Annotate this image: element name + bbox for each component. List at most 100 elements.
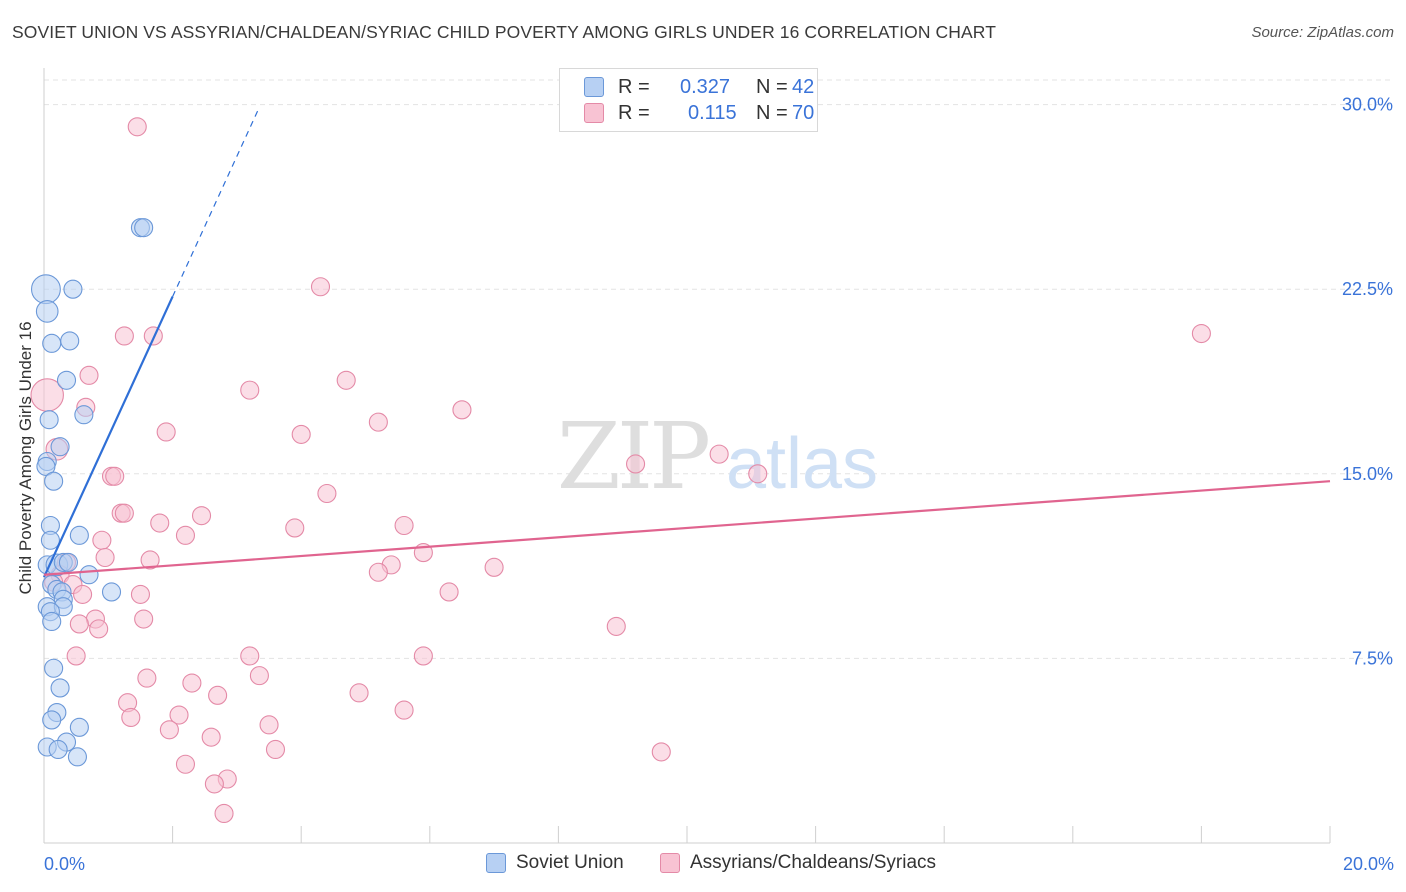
assyrians-point [134,609,154,629]
assyrians-point [606,616,626,636]
soviet-point [39,410,59,430]
assyrians-point [310,277,331,297]
assyrians-point [317,483,337,504]
soviet-point [134,218,154,238]
soviet-point [48,739,68,760]
assyrians-point [626,454,646,474]
soviet-point [74,405,94,425]
legend-n-label: N = [756,101,788,124]
soviet-point [67,747,87,767]
assyrians-point [79,365,99,385]
legend-n-value: 42 [792,75,815,98]
assyrians-point [291,424,311,444]
legend-r-label: R = [618,101,650,124]
y-tick-label: 30.0% [1342,95,1393,115]
assyrians-point [150,513,170,533]
assyrians-point [105,466,125,486]
gridlines [44,79,1392,659]
assyrians-point [114,503,134,523]
legend-swatch-soviet [584,77,604,97]
assyrians-point [439,582,459,602]
assyrians-point [175,525,196,545]
watermark: ZIP atlas [557,403,878,510]
assyrians-point [191,506,212,526]
assyrians-point [208,685,228,705]
assyrians-point [349,683,369,703]
assyrians-point [182,673,202,693]
assyrians-point [1191,323,1211,344]
legend-n-value: 70 [792,101,815,124]
assyrians-point [92,530,112,550]
assyrians-point [201,727,221,747]
assyrians-point [204,774,224,794]
legend-r-value: 0.115 [688,101,737,124]
x-tick-label: 20.0% [1343,854,1394,874]
series-legend: Soviet Union Assyrians/Chaldeans/Syriacs [0,852,1406,878]
assyrians-point [66,646,86,666]
assyrians-point [259,715,279,735]
assyrians-point [156,422,176,442]
legend-item-assyrians[interactable]: Assyrians/Chaldeans/Syriacs [660,852,936,874]
assyrians-point [748,464,768,484]
legend-r-label: R = [618,75,650,98]
assyrians-point [69,614,89,634]
soviet-point [56,370,77,390]
soviet-point [35,300,59,323]
assyrians-point [130,584,150,604]
assyrians-point [709,444,729,464]
assyrians-trend-line [43,480,1331,576]
soviet-point [101,582,122,602]
assyrians-point [73,584,93,604]
assyrians-point [214,803,234,824]
assyrians-point [651,742,671,762]
assyrians-point [336,370,356,390]
chart-title: SOVIET UNION VS ASSYRIAN/CHALDEAN/SYRIAC… [12,22,997,42]
soviet-point [58,552,78,572]
soviet-point [69,717,89,737]
assyrians-point [413,646,433,666]
assyrians-point [484,557,504,577]
legend-item-soviet[interactable]: Soviet Union [486,852,624,874]
assyrians-point [143,326,163,346]
trend-lines [43,106,1331,578]
y-tick-label: 22.5% [1342,279,1393,299]
legend-swatch-assyrians [584,103,604,123]
x-tick-label: 0.0% [44,854,85,874]
assyrians-point [265,739,286,760]
assyrians-point [114,326,134,346]
assyrians-point [127,117,147,137]
watermark-atlas: atlas [726,424,878,504]
assyrians-point [240,380,260,400]
soviet-point [44,658,64,678]
assyrians-point [368,412,388,432]
soviet-point [50,678,70,698]
soviet-point [50,437,70,457]
legend-n-label: N = [756,75,788,98]
assyrians-point [368,562,388,582]
assyrians-point [121,707,141,728]
soviet-point [69,525,89,545]
legend-r-value: 0.327 [680,75,731,98]
soviet-point [42,710,62,730]
soviet-point [40,530,60,550]
legend-label-soviet: Soviet Union [516,852,624,873]
legend-swatch-assyrians [660,853,680,873]
assyrians-point [285,518,305,538]
tick-labels: 7.5% 15.0% 22.5% 30.0% 0.0% 20.0% [44,95,1394,874]
assyrians-point [140,550,160,570]
soviet-point [79,565,99,585]
soviet-point [63,279,83,299]
soviet-trend-extension [172,106,260,297]
soviet-point [42,333,62,353]
soviet-point [42,611,62,632]
soviet-point [30,274,61,305]
assyrians-point [240,646,260,666]
source-label: Source: ZipAtlas.com [1251,24,1394,41]
series-soviet-points [30,218,154,767]
soviet-trend-line [43,296,174,578]
assyrians-point [394,700,414,720]
soviet-point [44,471,64,491]
y-tick-label: 7.5% [1352,648,1393,668]
assyrians-point [452,400,472,420]
